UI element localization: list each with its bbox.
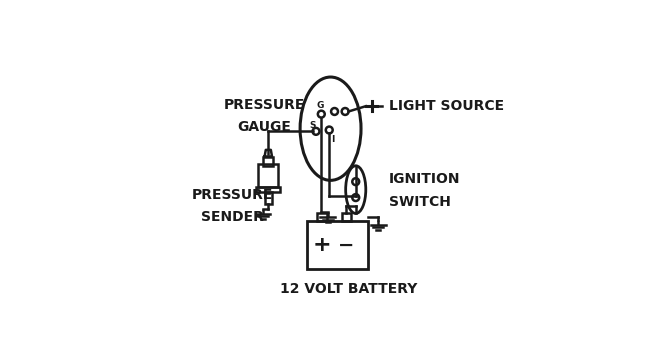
Text: PRESSURE: PRESSURE [224,98,305,112]
Bar [257,187,280,192]
Text: S: S [309,121,315,130]
Bar [265,192,272,204]
Text: SWITCH: SWITCH [389,195,451,208]
Text: IGNITION: IGNITION [389,172,461,186]
Text: 12 VOLT BATTERY: 12 VOLT BATTERY [281,282,418,296]
Text: +: + [313,235,332,255]
Text: G: G [316,101,323,110]
Text: GAUGE: GAUGE [237,120,292,135]
Text: PRESSURE: PRESSURE [192,188,273,202]
Bar [263,157,273,166]
Bar [307,222,368,269]
Bar [317,213,326,222]
Text: I: I [332,135,335,144]
Text: −: − [338,236,355,255]
Bar [259,164,278,187]
Text: SENDER: SENDER [201,211,264,224]
Text: LIGHT SOURCE: LIGHT SOURCE [389,99,504,113]
Bar [342,213,351,222]
